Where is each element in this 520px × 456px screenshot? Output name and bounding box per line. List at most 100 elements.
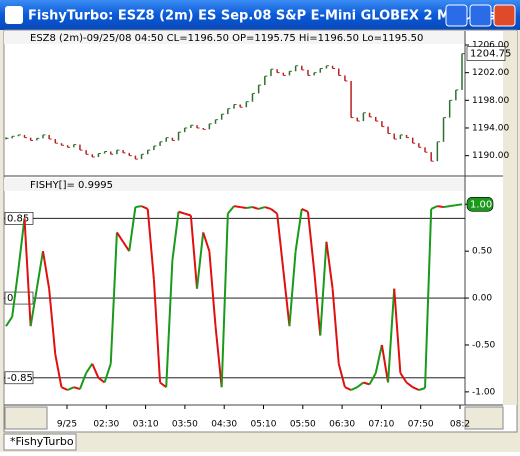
fishy-segment: [165, 260, 174, 388]
fishy-segment: [116, 231, 124, 243]
price-header: ESZ8 (2m)-09/25/08 04:50 CL=1196.50 OP=1…: [30, 33, 423, 44]
fishy-segment: [313, 269, 322, 336]
level-label: -0.85: [7, 373, 33, 384]
fishy-segment: [356, 381, 365, 388]
fishy-segment: [240, 206, 247, 209]
fishy-segment: [399, 372, 408, 384]
level-label: 0.85: [7, 213, 29, 224]
fishy-segment: [437, 205, 444, 209]
scroll-box[interactable]: [4, 406, 48, 430]
fishy-segment: [11, 269, 20, 317]
minimize-button[interactable]: [445, 4, 468, 27]
y-tick-label: 1202.00: [472, 68, 509, 78]
fishy-segment: [246, 206, 253, 209]
fishy-segment: [159, 381, 167, 388]
x-tick-label: 08:2: [450, 420, 470, 430]
y-tick-label: 1206.00: [472, 41, 509, 51]
fishy-segment: [35, 250, 44, 289]
last-value-box: [466, 46, 506, 61]
fishy-segment: [189, 215, 199, 289]
y-tick-label: 1190.00: [472, 151, 509, 161]
fishy-segment: [141, 205, 149, 210]
level-label: 0: [7, 293, 13, 304]
fishy-segment: [325, 241, 334, 289]
y-tick-label: -1.00: [472, 387, 496, 397]
fishy-segment: [380, 344, 390, 383]
fishy-segment: [374, 344, 383, 374]
maximize-button[interactable]: [469, 4, 492, 27]
fishy-segment: [288, 251, 297, 327]
fishy-segment: [5, 316, 13, 327]
fishy-segment: [178, 210, 185, 215]
fishy-segment: [270, 208, 278, 215]
fishy-segment: [17, 218, 26, 271]
last-value-label: 1.00: [470, 199, 492, 210]
fishy-segment: [227, 205, 235, 215]
fishy-segment: [233, 205, 241, 209]
fishy-segment: [196, 232, 205, 289]
fishy-segment: [412, 386, 420, 391]
fishy-segment: [97, 377, 106, 384]
fishy-segment: [252, 206, 259, 210]
x-tick-label: 07:10: [368, 420, 394, 430]
x-tick-label: 07:50: [408, 420, 434, 430]
fishy-segment: [122, 241, 131, 252]
y-tick-label: 1198.00: [472, 96, 509, 106]
fishy-segment: [109, 232, 118, 364]
close-button[interactable]: [493, 4, 516, 27]
fishy-segment: [449, 204, 456, 208]
fishy-segment: [282, 269, 291, 327]
fishy-segment: [208, 251, 217, 327]
fishy-segment: [67, 386, 75, 391]
fishy-segment: [306, 211, 316, 271]
fishy-segment: [264, 206, 272, 210]
fishy-segment: [337, 363, 346, 388]
fishy-segment: [424, 208, 433, 389]
fishy-segment: [405, 381, 414, 388]
title-bar: [0, 0, 520, 30]
fishy-segment: [455, 203, 463, 207]
fishy-segment: [344, 386, 352, 391]
y-tick-label: 0.00: [472, 294, 492, 304]
price-header-bar: [4, 31, 465, 44]
fishy-segment: [61, 386, 69, 391]
fishy-segment: [29, 288, 38, 327]
tab[interactable]: [3, 433, 77, 451]
level-label-box: [4, 291, 34, 305]
fishy-segment: [171, 211, 180, 261]
x-tick-label: 02:30: [93, 420, 119, 430]
fishy-segment: [202, 232, 211, 252]
last-value-label: 1204.75: [470, 49, 511, 60]
fishy-segment: [418, 387, 426, 391]
x-tick-label: 03:50: [172, 420, 198, 430]
fishy-segment: [73, 386, 81, 391]
last-value-box: [466, 197, 494, 212]
fishy-segment: [152, 279, 162, 383]
fishy-segment: [48, 288, 57, 355]
x-tick-label: 05:50: [290, 420, 316, 430]
tab-label: *FishyTurbo: [10, 435, 74, 448]
fishy-segment: [294, 208, 303, 252]
fishy-header-bar: [4, 178, 465, 191]
fishy-segment: [220, 213, 229, 388]
x-tick-label: 03:10: [133, 420, 159, 430]
fishy-segment: [276, 213, 285, 271]
refresh-button[interactable]: [464, 406, 504, 430]
y-tick-label: 1194.00: [472, 123, 509, 133]
status-bar: [0, 433, 520, 452]
app-icon: [5, 6, 23, 24]
fishy-segment: [258, 206, 266, 210]
fishy-segment: [103, 363, 112, 383]
fishy-segment: [91, 363, 100, 379]
fishy-segment: [128, 206, 137, 252]
level-label-box: [4, 371, 34, 385]
window-title: FishyTurbo: ESZ8 (2m) ES Sep.08 S&P E-Mi…: [28, 9, 496, 24]
fishy-segment: [214, 326, 223, 388]
fishy-segment: [350, 386, 358, 391]
fishy-header: FISHY[]= 0.9995: [30, 180, 113, 191]
fishy-segment: [79, 372, 88, 390]
fishy-segment: [85, 363, 94, 374]
fishy-segment: [301, 208, 309, 213]
fishy-segment: [54, 354, 63, 388]
